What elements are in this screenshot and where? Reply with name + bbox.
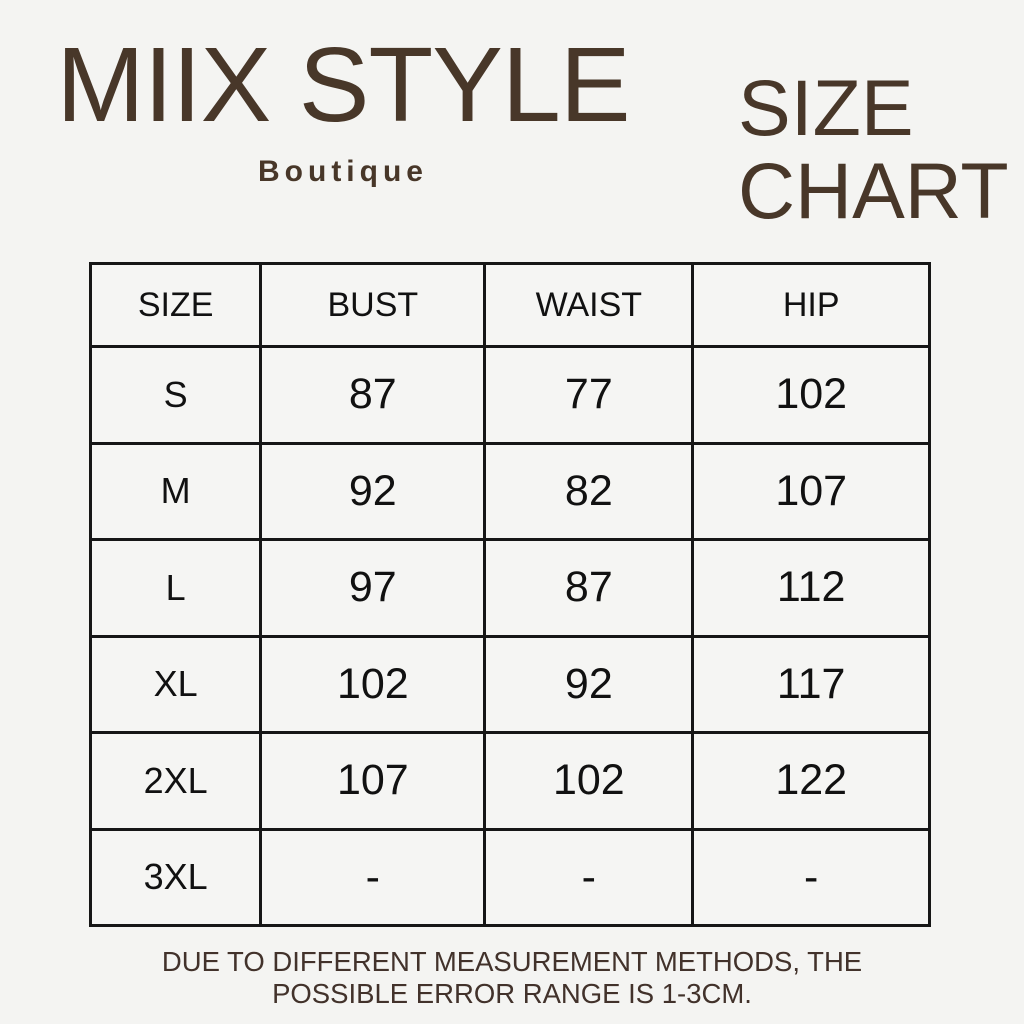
table-row: L 97 87 112 xyxy=(88,538,931,638)
cell-size-m: M xyxy=(88,441,263,541)
table-row: M 92 82 107 xyxy=(88,441,931,541)
cell-size-xl: XL xyxy=(88,634,263,734)
cell-waist-l: 87 xyxy=(483,538,695,638)
footer-note-line2: POSSIBLE ERROR RANGE IS 1-3CM. xyxy=(272,977,752,1009)
cell-bust-2xl: 107 xyxy=(259,731,487,831)
cell-size-l: L xyxy=(88,538,263,638)
footer-note: DUE TO DIFFERENT MEASUREMENT METHODS, TH… xyxy=(0,946,1024,1010)
cell-hip-s: 102 xyxy=(691,345,931,445)
cell-bust-m: 92 xyxy=(259,441,487,541)
cell-size-2xl: 2XL xyxy=(88,731,263,831)
column-header-bust: BUST xyxy=(259,262,487,348)
cell-waist-2xl: 102 xyxy=(483,731,695,831)
column-header-hip: HIP xyxy=(691,262,931,348)
column-header-waist: WAIST xyxy=(483,262,695,348)
cell-waist-3xl: - xyxy=(483,827,695,927)
cell-size-s: S xyxy=(88,345,263,445)
size-chart-heading-line1: SIZE xyxy=(738,63,914,152)
cell-bust-3xl: - xyxy=(259,827,487,927)
cell-waist-xl: 92 xyxy=(483,634,695,734)
cell-hip-xl: 117 xyxy=(691,634,931,734)
brand-name: MIIX STYLE xyxy=(56,26,630,144)
cell-hip-3xl: - xyxy=(691,827,931,927)
cell-bust-s: 87 xyxy=(259,345,487,445)
cell-bust-l: 97 xyxy=(259,538,487,638)
cell-bust-xl: 102 xyxy=(259,634,487,734)
column-header-size: SIZE xyxy=(88,262,263,348)
cell-hip-m: 107 xyxy=(691,441,931,541)
cell-waist-m: 82 xyxy=(483,441,695,541)
size-chart-heading: SIZE CHART xyxy=(738,66,1009,232)
table-header-row: SIZE BUST WAIST HIP xyxy=(88,262,931,348)
table-row: S 87 77 102 xyxy=(88,345,931,445)
table-row: XL 102 92 117 xyxy=(88,634,931,734)
cell-hip-2xl: 122 xyxy=(691,731,931,831)
brand-subtitle: Boutique xyxy=(258,155,428,189)
size-table: SIZE BUST WAIST HIP S 87 77 102 M 92 82 … xyxy=(88,262,931,927)
brand-block: MIIX STYLE Boutique xyxy=(48,26,638,189)
cell-size-3xl: 3XL xyxy=(88,827,263,927)
cell-hip-l: 112 xyxy=(691,538,931,638)
table-row: 3XL - - - xyxy=(88,827,931,927)
table-row: 2XL 107 102 122 xyxy=(88,731,931,831)
cell-waist-s: 77 xyxy=(483,345,695,445)
size-chart-heading-line2: CHART xyxy=(738,146,1009,235)
footer-note-line1: DUE TO DIFFERENT MEASUREMENT METHODS, TH… xyxy=(161,946,863,977)
